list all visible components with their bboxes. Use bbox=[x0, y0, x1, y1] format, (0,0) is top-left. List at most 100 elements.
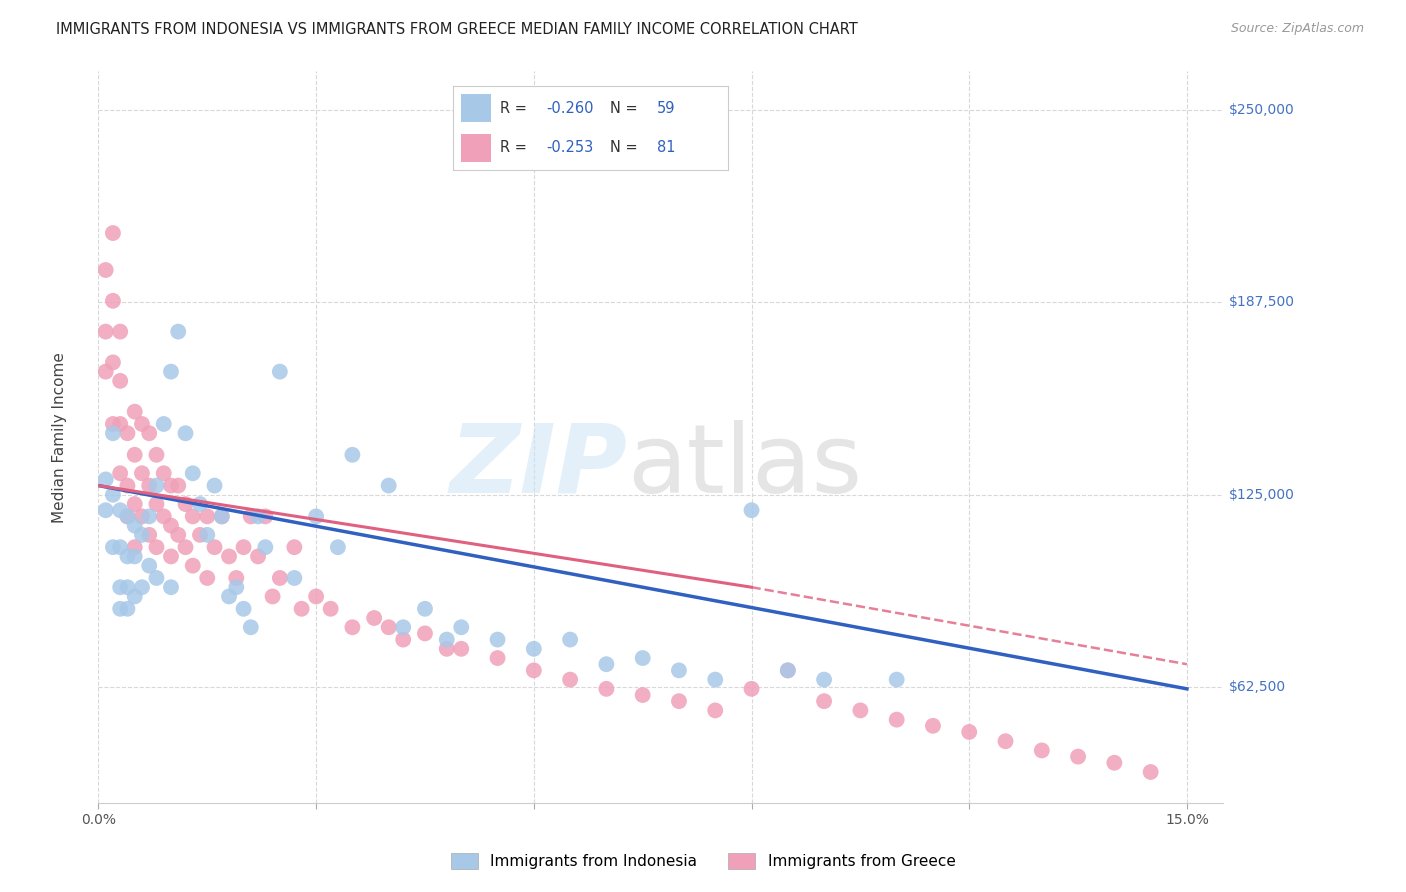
Point bbox=[631, 651, 654, 665]
Point bbox=[167, 325, 190, 339]
Point bbox=[117, 509, 139, 524]
Point bbox=[218, 590, 240, 604]
Point bbox=[108, 417, 131, 431]
Point bbox=[232, 540, 254, 554]
Point bbox=[922, 719, 945, 733]
Point bbox=[211, 509, 233, 524]
Point bbox=[668, 664, 690, 678]
Point bbox=[138, 528, 160, 542]
Point bbox=[195, 528, 218, 542]
Point bbox=[776, 664, 799, 678]
Point bbox=[558, 632, 581, 647]
Point bbox=[595, 657, 617, 672]
Point bbox=[101, 488, 124, 502]
Point bbox=[254, 509, 277, 524]
Point bbox=[174, 426, 197, 441]
Point bbox=[108, 503, 131, 517]
Point bbox=[101, 293, 124, 308]
Point bbox=[160, 478, 183, 492]
Point bbox=[131, 417, 153, 431]
Text: IMMIGRANTS FROM INDONESIA VS IMMIGRANTS FROM GREECE MEDIAN FAMILY INCOME CORRELA: IMMIGRANTS FROM INDONESIA VS IMMIGRANTS … bbox=[56, 22, 858, 37]
Point bbox=[269, 365, 291, 379]
Point bbox=[413, 601, 436, 615]
Point bbox=[377, 478, 399, 492]
Point bbox=[741, 503, 763, 517]
Point bbox=[108, 467, 131, 481]
Point bbox=[152, 417, 174, 431]
Point bbox=[167, 478, 190, 492]
Point bbox=[413, 626, 436, 640]
Point bbox=[124, 448, 146, 462]
Text: $187,500: $187,500 bbox=[1229, 295, 1295, 310]
Point bbox=[145, 478, 167, 492]
Point bbox=[124, 497, 146, 511]
Point bbox=[254, 540, 277, 554]
Point bbox=[342, 448, 364, 462]
Point bbox=[138, 509, 160, 524]
Point bbox=[247, 549, 270, 564]
Point bbox=[131, 467, 153, 481]
Point bbox=[1031, 743, 1053, 757]
Point bbox=[124, 518, 146, 533]
Point bbox=[160, 518, 183, 533]
Point bbox=[181, 509, 204, 524]
Text: atlas: atlas bbox=[627, 420, 862, 513]
Point bbox=[486, 651, 509, 665]
Point bbox=[117, 601, 139, 615]
Point bbox=[181, 467, 204, 481]
Point bbox=[124, 549, 146, 564]
Point bbox=[124, 405, 146, 419]
Point bbox=[436, 632, 458, 647]
Point bbox=[117, 509, 139, 524]
Point bbox=[211, 509, 233, 524]
Point bbox=[160, 365, 183, 379]
Text: ZIP: ZIP bbox=[449, 420, 627, 513]
Point bbox=[262, 590, 284, 604]
Point bbox=[145, 540, 167, 554]
Point bbox=[558, 673, 581, 687]
Point bbox=[145, 571, 167, 585]
Point bbox=[342, 620, 364, 634]
Point bbox=[138, 478, 160, 492]
Point bbox=[124, 540, 146, 554]
Point bbox=[392, 632, 415, 647]
Point bbox=[108, 580, 131, 594]
Point bbox=[195, 571, 218, 585]
Point bbox=[704, 673, 727, 687]
Point bbox=[101, 540, 124, 554]
Point bbox=[305, 590, 328, 604]
Point bbox=[668, 694, 690, 708]
Point bbox=[124, 590, 146, 604]
Point bbox=[523, 641, 546, 656]
Point bbox=[94, 263, 117, 277]
Point bbox=[994, 734, 1017, 748]
Point bbox=[117, 478, 139, 492]
Point bbox=[886, 713, 908, 727]
Point bbox=[225, 571, 247, 585]
Point bbox=[523, 664, 546, 678]
Point bbox=[117, 580, 139, 594]
Point bbox=[101, 226, 124, 240]
Point bbox=[486, 632, 509, 647]
Point bbox=[741, 681, 763, 696]
Point bbox=[101, 355, 124, 369]
Point bbox=[117, 426, 139, 441]
Point bbox=[1067, 749, 1090, 764]
Point bbox=[145, 497, 167, 511]
Point bbox=[363, 611, 385, 625]
Point bbox=[117, 549, 139, 564]
Point bbox=[886, 673, 908, 687]
Point bbox=[218, 549, 240, 564]
Point bbox=[239, 620, 262, 634]
Point bbox=[450, 641, 472, 656]
Point bbox=[704, 703, 727, 717]
Point bbox=[108, 540, 131, 554]
Point bbox=[1104, 756, 1126, 770]
Point bbox=[108, 374, 131, 388]
Point bbox=[152, 467, 174, 481]
Point bbox=[131, 580, 153, 594]
Point bbox=[108, 325, 131, 339]
Point bbox=[436, 641, 458, 656]
Point bbox=[131, 528, 153, 542]
Point bbox=[957, 725, 980, 739]
